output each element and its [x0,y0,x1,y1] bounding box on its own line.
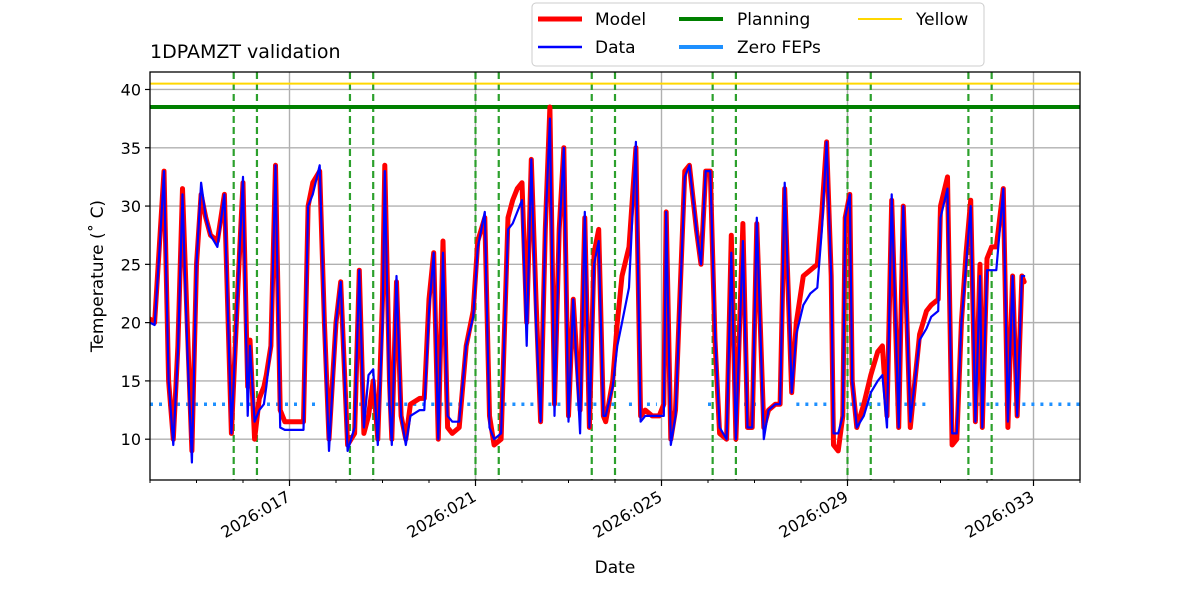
legend-label-model: Model [595,10,646,30]
legend-label-planning: Planning [737,10,810,30]
series-lines [150,104,1027,464]
data-series-line [150,117,1026,464]
x-axis-title: Date [595,558,636,578]
legend-label-yellow: Yellow [915,10,968,30]
legend: Model Data Planning Zero FEPs Yellow [531,2,985,67]
y-axis-title: Temperature (˚ C) [87,200,108,353]
legend-label-zero-feps: Zero FEPs [737,38,821,58]
y-tick-label: 30 [121,197,141,216]
chart-title: 1DPAMZT validation [150,41,341,63]
y-tick-label: 10 [121,430,141,449]
event-lines [232,72,993,480]
legend-label-data: Data [595,38,636,58]
y-tick-label: 35 [121,139,141,158]
limit-lines [150,82,1080,109]
y-tick-label: 25 [121,255,141,274]
y-tick-label: 20 [121,314,141,333]
y-tick-label: 40 [121,80,141,99]
y-tick-label: 15 [121,372,141,391]
